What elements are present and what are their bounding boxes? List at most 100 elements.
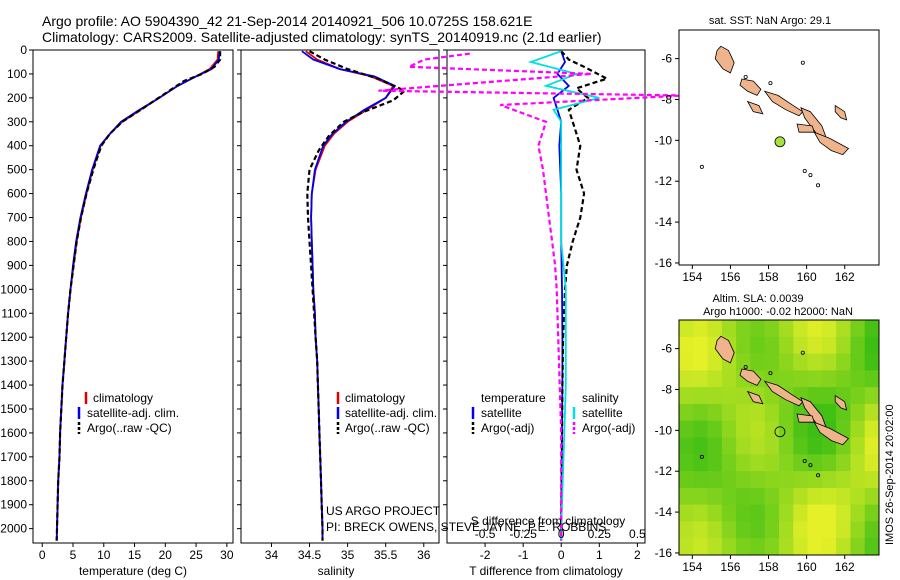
sla-cell [821, 471, 837, 489]
sla-cell [750, 420, 766, 438]
x-tick-label: 30 [220, 548, 234, 562]
sla-cell [807, 538, 823, 556]
sla-cell [679, 538, 694, 556]
map-y-tick-label: -8 [661, 92, 672, 106]
sla-cell [707, 320, 723, 338]
sst-map-frame [678, 29, 880, 266]
sla-cell [864, 521, 880, 539]
legend-label-satellite: satellite-adj. clim. [87, 406, 179, 420]
sla-cell [764, 403, 780, 422]
y-tick-label: 500 [7, 163, 27, 177]
sla-cell [850, 538, 866, 556]
sla-cell [693, 336, 709, 355]
x-tick-label: 0 [39, 548, 46, 562]
sla-cell [793, 521, 809, 539]
climatology-title: Climatology: CARS2009. Satellite-adjuste… [42, 29, 602, 45]
islet-marker [743, 75, 748, 80]
sla-cell [850, 437, 866, 455]
sla-cell [793, 538, 809, 556]
map-y-tick-label: -12 [655, 174, 673, 188]
sla-cell [679, 420, 694, 438]
top-x-tick-label: -0.25 [509, 527, 537, 541]
sla-cell [779, 437, 794, 455]
map-x-tick-label: 160 [797, 270, 817, 284]
island-shape [834, 104, 848, 121]
sla-cell [779, 471, 794, 489]
sla-cell [793, 437, 809, 455]
map-y-tick-label: -16 [655, 546, 673, 560]
temperature-panel: 0 5 10 15 20 25 30 0 100 200 300 400 500 600 700 800 90… [0, 43, 234, 578]
sla-cell [707, 538, 723, 556]
x-tick-label: 34.5 [298, 548, 322, 562]
sla-cell [821, 504, 837, 522]
x-tick-label: 20 [159, 548, 173, 562]
y-tick-label: 1200 [0, 330, 27, 344]
sla-cell [850, 370, 866, 388]
sla-cell [736, 454, 751, 472]
y-tick-label: 400 [7, 139, 27, 153]
sla-cell [779, 370, 794, 388]
sla-cell [779, 336, 794, 355]
sla-cell [750, 521, 766, 539]
map-y-tick-label: -14 [655, 505, 673, 519]
sla-cell [679, 471, 694, 489]
sla-cell [836, 487, 851, 506]
sla-cell [850, 420, 866, 438]
y-tick-label: 200 [7, 91, 27, 105]
sla-cell [693, 471, 709, 489]
island-shape [746, 100, 764, 115]
sla-cell [821, 437, 837, 455]
sla-cell [821, 487, 837, 506]
sla-cell [679, 454, 694, 472]
sla-cell [836, 403, 851, 422]
x-tick-label: -1 [518, 548, 529, 562]
sla-cell [836, 353, 851, 371]
islet-marker [699, 164, 704, 169]
legend-label-satellite: satellite-adj. clim. [345, 406, 437, 420]
sla-cell [679, 336, 694, 355]
sla-cell [779, 521, 794, 539]
island-shape [796, 123, 815, 133]
island-shape [746, 390, 764, 405]
sla-cell [864, 387, 880, 405]
map-x-tick-label: 158 [759, 270, 779, 284]
legend-label-temperature-satellite: satellite [481, 406, 522, 420]
sla-cell [736, 521, 751, 539]
sla-cell [679, 370, 694, 388]
sla-cell [679, 521, 694, 539]
x-tick-label: 35 [341, 548, 355, 562]
sla-cell [707, 504, 723, 522]
x-tick-label: 5 [70, 548, 77, 562]
x-tick-label: -2 [480, 548, 491, 562]
sla-cell [750, 487, 766, 506]
sla-cell [807, 437, 823, 455]
map-y-tick-label: -14 [655, 215, 673, 229]
sla-cell [836, 521, 851, 539]
sla-cell [793, 504, 809, 522]
sla-cell [793, 353, 809, 371]
argo-float-marker [774, 426, 786, 438]
sla-cell [850, 403, 866, 422]
x-tick-label: 0 [558, 548, 565, 562]
islet-marker [816, 473, 821, 478]
sla-cell [779, 353, 794, 371]
sla-cell [721, 437, 737, 455]
y-tick-label: 100 [7, 67, 27, 81]
series-line-salinity-argo-adj [378, 52, 684, 541]
series-line-salinity-satellite [527, 50, 600, 541]
sla-cell [836, 370, 851, 388]
sla-cell [679, 403, 694, 422]
sla-cell [679, 487, 694, 506]
y-tick-label: 1000 [0, 282, 27, 296]
sla-cell [807, 336, 823, 355]
sla-cell [750, 454, 766, 472]
sla-cell [779, 538, 794, 556]
sla-cell [707, 437, 723, 455]
sla-cell [821, 538, 837, 556]
sla-cell [836, 336, 851, 355]
sla-cell [821, 336, 837, 355]
sla-cell [693, 420, 709, 438]
salinity-legend: climatology satellite-adj. clim. Argo(..… [336, 391, 437, 435]
map-y-tick-label: -10 [655, 133, 673, 147]
